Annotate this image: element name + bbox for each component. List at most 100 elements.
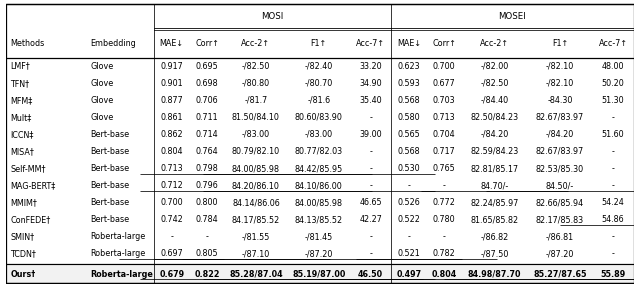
Text: MOSI: MOSI <box>261 12 284 22</box>
Text: -/83.00: -/83.00 <box>242 130 270 139</box>
Text: 0.568: 0.568 <box>397 96 420 105</box>
Text: 55.89: 55.89 <box>600 270 626 279</box>
Text: 0.714: 0.714 <box>196 130 218 139</box>
Text: 0.713: 0.713 <box>433 113 456 122</box>
Text: 80.77/82.03: 80.77/82.03 <box>294 147 343 156</box>
Text: -: - <box>205 232 209 241</box>
Text: -/80.70: -/80.70 <box>305 79 333 88</box>
Text: 84.42/85.95: 84.42/85.95 <box>294 164 343 173</box>
Text: 81.50/84.10: 81.50/84.10 <box>232 113 280 122</box>
Text: 82.24/85.97: 82.24/85.97 <box>470 198 518 207</box>
Text: 0.784: 0.784 <box>196 215 218 224</box>
Text: 0.522: 0.522 <box>397 215 420 224</box>
Text: 81.65/85.82: 81.65/85.82 <box>470 215 518 224</box>
Text: TFN†: TFN† <box>10 79 29 88</box>
Text: -: - <box>369 181 372 190</box>
Text: -: - <box>612 147 614 156</box>
Text: 0.861: 0.861 <box>161 113 183 122</box>
Text: Bert-base: Bert-base <box>90 164 129 173</box>
Text: 0.526: 0.526 <box>397 198 420 207</box>
Text: -: - <box>612 164 614 173</box>
Text: 84.20/86.10: 84.20/86.10 <box>232 181 280 190</box>
Text: 82.67/83.97: 82.67/83.97 <box>536 113 584 122</box>
Text: 85.28/87.04: 85.28/87.04 <box>229 270 283 279</box>
Text: 84.13/85.52: 84.13/85.52 <box>294 215 343 224</box>
Text: 0.804: 0.804 <box>161 147 183 156</box>
Text: 85.19/87.00: 85.19/87.00 <box>292 270 346 279</box>
Text: 0.772: 0.772 <box>433 198 456 207</box>
Text: 0.679: 0.679 <box>159 270 184 279</box>
Text: 82.50/84.23: 82.50/84.23 <box>470 113 518 122</box>
Text: 0.901: 0.901 <box>161 79 183 88</box>
Text: 51.30: 51.30 <box>602 96 625 105</box>
Text: MAE↓: MAE↓ <box>397 39 421 48</box>
Text: -: - <box>369 164 372 173</box>
Text: MFM‡: MFM‡ <box>10 96 33 105</box>
Text: -/82.00: -/82.00 <box>481 62 509 71</box>
Text: ICCN‡: ICCN‡ <box>10 130 33 139</box>
Text: -/81.45: -/81.45 <box>305 232 333 241</box>
Text: 82.59/84.23: 82.59/84.23 <box>470 147 518 156</box>
Text: F1↑: F1↑ <box>552 39 568 48</box>
Text: Roberta-large: Roberta-large <box>90 270 154 279</box>
Text: 48.00: 48.00 <box>602 62 625 71</box>
Text: 0.805: 0.805 <box>196 249 218 258</box>
Text: F1↑: F1↑ <box>310 39 327 48</box>
Text: SMIN†: SMIN† <box>10 232 35 241</box>
Text: -: - <box>369 249 372 258</box>
Text: -/87.20: -/87.20 <box>305 249 333 258</box>
Text: 0.711: 0.711 <box>196 113 218 122</box>
Text: -: - <box>612 181 614 190</box>
Text: 82.17/85.83: 82.17/85.83 <box>536 215 584 224</box>
Text: 84.17/85.52: 84.17/85.52 <box>232 215 280 224</box>
Text: 0.700: 0.700 <box>161 198 183 207</box>
Text: Methods: Methods <box>10 39 44 48</box>
Text: 80.60/83.90: 80.60/83.90 <box>295 113 342 122</box>
Text: 0.765: 0.765 <box>433 164 456 173</box>
Text: -/81.7: -/81.7 <box>244 96 268 105</box>
Text: 0.623: 0.623 <box>397 62 420 71</box>
Text: 0.580: 0.580 <box>397 113 420 122</box>
Text: 0.862: 0.862 <box>161 130 183 139</box>
Text: 54.24: 54.24 <box>602 198 625 207</box>
Text: Glove: Glove <box>90 79 114 88</box>
Text: ConFEDE†: ConFEDE† <box>10 215 51 224</box>
Text: 46.50: 46.50 <box>358 270 383 279</box>
Text: -: - <box>369 113 372 122</box>
Text: 0.804: 0.804 <box>432 270 457 279</box>
Text: MOSEI: MOSEI <box>499 12 526 22</box>
Text: 0.712: 0.712 <box>161 181 183 190</box>
Text: 82.53/85.30: 82.53/85.30 <box>536 164 584 173</box>
Text: 0.593: 0.593 <box>397 79 420 88</box>
Text: -/87.10: -/87.10 <box>242 249 270 258</box>
Text: -/86.82: -/86.82 <box>481 232 509 241</box>
Text: 0.703: 0.703 <box>433 96 456 105</box>
Text: 84.14/86.06: 84.14/86.06 <box>232 198 280 207</box>
Text: -: - <box>612 113 614 122</box>
Text: -/82.50: -/82.50 <box>480 79 509 88</box>
Text: 35.40: 35.40 <box>359 96 382 105</box>
Text: 0.742: 0.742 <box>161 215 183 224</box>
Text: -/87.50: -/87.50 <box>480 249 509 258</box>
Text: 0.917: 0.917 <box>161 62 183 71</box>
Text: -/84.20: -/84.20 <box>546 130 574 139</box>
Text: LMF†: LMF† <box>10 62 30 71</box>
Text: 82.66/85.94: 82.66/85.94 <box>536 198 584 207</box>
Text: 46.65: 46.65 <box>359 198 382 207</box>
Text: 0.780: 0.780 <box>433 215 456 224</box>
Text: -: - <box>170 232 173 241</box>
Text: -: - <box>612 249 614 258</box>
Text: -/82.50: -/82.50 <box>242 62 270 71</box>
Text: Glove: Glove <box>90 96 114 105</box>
Text: Acc-2↑: Acc-2↑ <box>480 39 509 48</box>
Text: Corr↑: Corr↑ <box>195 39 219 48</box>
Text: 84.10/86.00: 84.10/86.00 <box>295 181 342 190</box>
Text: -: - <box>408 181 410 190</box>
Text: 33.20: 33.20 <box>359 62 382 71</box>
Text: Bert-base: Bert-base <box>90 198 129 207</box>
Text: Acc-7↑: Acc-7↑ <box>598 39 628 48</box>
Text: 0.717: 0.717 <box>433 147 456 156</box>
Text: TCDN†: TCDN† <box>10 249 36 258</box>
Text: Embedding: Embedding <box>90 39 136 48</box>
Text: 0.706: 0.706 <box>196 96 218 105</box>
